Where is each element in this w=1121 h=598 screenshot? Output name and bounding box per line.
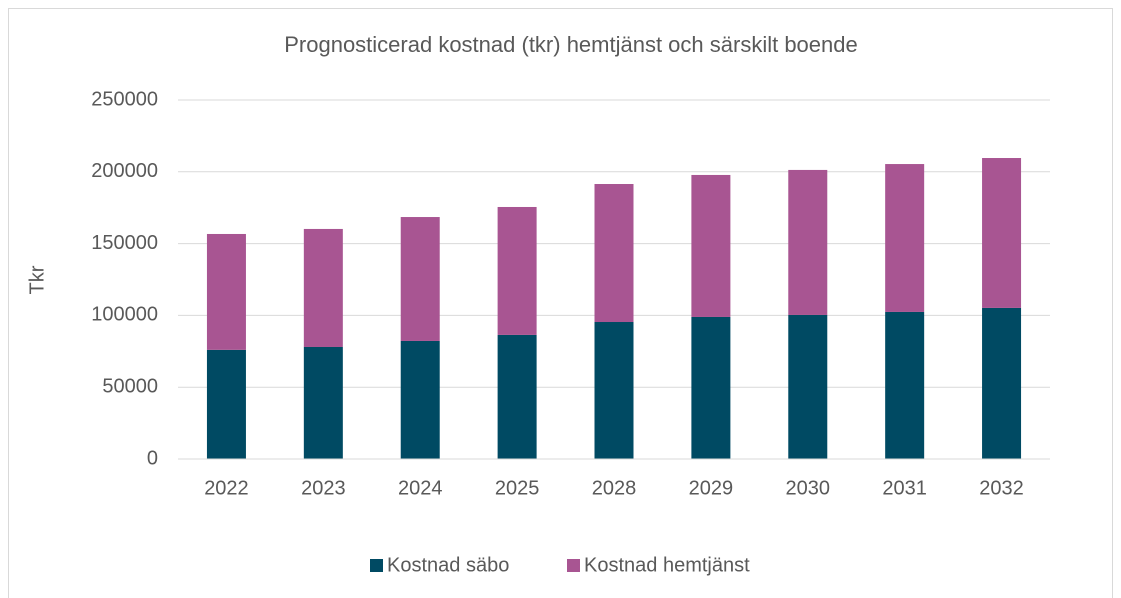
y-tick-label: 250000: [91, 88, 158, 110]
x-tick-label: 2022: [204, 477, 249, 499]
bar-segment: [885, 311, 925, 459]
y-tick-label: 200000: [91, 160, 158, 182]
bar-segment: [497, 206, 537, 335]
bar-segment: [594, 184, 634, 323]
legend-swatch: [370, 559, 383, 572]
x-tick-label: 2023: [301, 477, 346, 499]
bar-segment: [691, 316, 731, 459]
bar-segment: [691, 174, 731, 317]
y-axis-label: Tkr: [26, 265, 48, 294]
bar-segment: [400, 217, 440, 341]
bar-segment: [982, 307, 1022, 459]
bar-segment: [303, 228, 343, 347]
bar-segment: [788, 314, 828, 459]
x-tick-label: 2031: [882, 477, 927, 499]
bar-segment: [206, 349, 246, 459]
bar-segment: [885, 164, 925, 312]
x-tick-label: 2028: [592, 477, 637, 499]
bar-segment: [206, 233, 246, 350]
x-tick-label: 2029: [689, 477, 734, 499]
bar-segment: [788, 169, 828, 315]
legend-swatch: [567, 559, 580, 572]
bar-segment: [982, 158, 1022, 308]
bar-segment: [400, 340, 440, 459]
y-tick-label: 150000: [91, 232, 158, 254]
legend-label: Kostnad säbo: [387, 554, 509, 576]
bar-segment: [594, 322, 634, 459]
x-tick-label: 2025: [495, 477, 540, 499]
bar-segment: [497, 334, 537, 459]
chart-border: [8, 8, 1113, 598]
y-tick-label: 100000: [91, 304, 158, 326]
chart-title: Prognosticerad kostnad (tkr) hemtjänst o…: [284, 32, 858, 57]
x-tick-label: 2030: [786, 477, 831, 499]
legend-label: Kostnad hemtjänst: [584, 554, 750, 576]
y-tick-label: 50000: [102, 375, 158, 397]
y-tick-label: 0: [147, 447, 158, 469]
x-tick-label: 2024: [398, 477, 443, 499]
bar-segment: [303, 346, 343, 459]
x-tick-label: 2032: [979, 477, 1024, 499]
